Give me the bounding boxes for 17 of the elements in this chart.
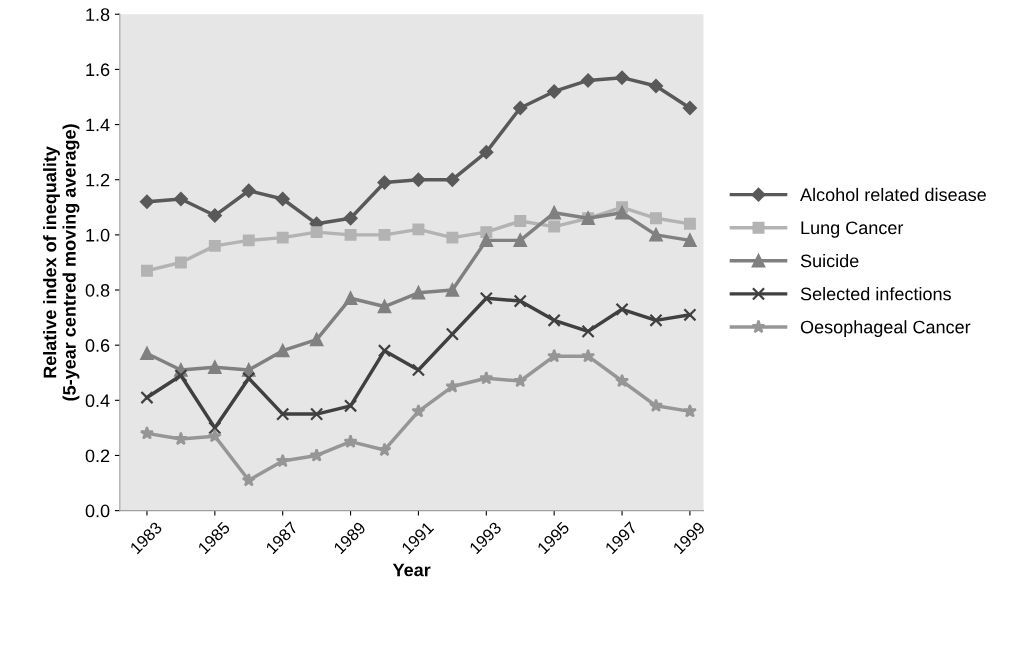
- y-tick-label: 1.2: [86, 173, 110, 187]
- x-axis-title: Year: [392, 563, 431, 577]
- legend-label: Alcohol related disease: [800, 187, 986, 202]
- y-tick-label: 0.6: [85, 339, 110, 352]
- legend-label: Oesophageal Cancer: [800, 320, 971, 338]
- y-tick-label: 0.8: [85, 283, 110, 297]
- y-tick-label: 1.0: [86, 228, 110, 242]
- y-tick-label: 1.8: [86, 8, 110, 21]
- y-tick-label: 0.2: [85, 449, 110, 463]
- y-tick-label: 1.4: [86, 118, 110, 132]
- legend-label: Lung Cancer: [801, 221, 904, 238]
- y-axis-title: Relative index of inequality (5-year centred moving average): [43, 124, 80, 401]
- y-tick-label: 0.0: [85, 504, 110, 518]
- legend-label: Suicide: [800, 254, 859, 268]
- legend-label: Selected infections: [800, 287, 951, 301]
- y-tick-label: 0.4: [85, 394, 110, 408]
- y-tick-label: 1.6: [86, 63, 110, 77]
